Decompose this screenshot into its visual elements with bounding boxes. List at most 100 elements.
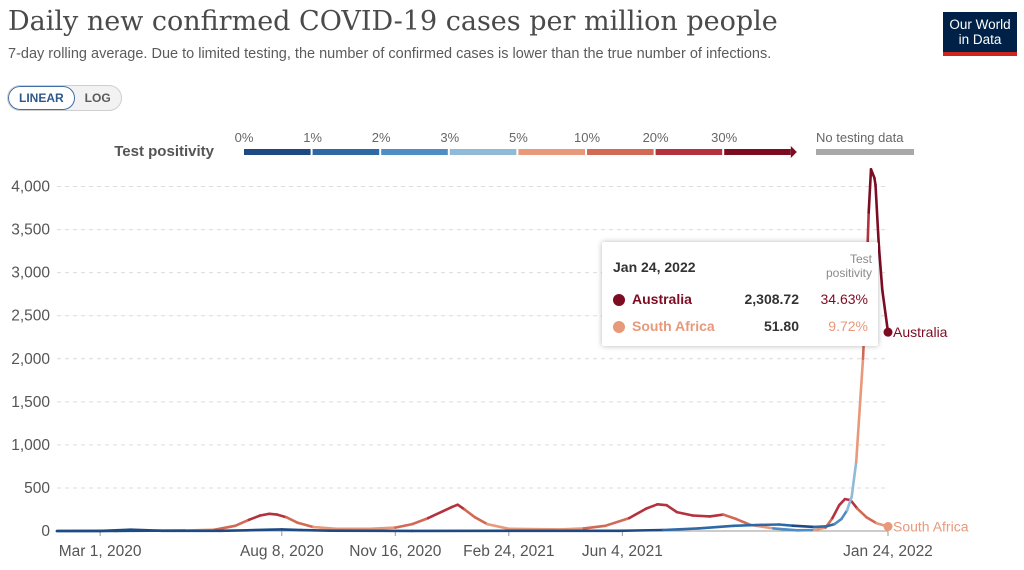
tooltip-header-line-2: positivity <box>825 266 872 280</box>
series-segment-south-africa-45 <box>849 498 859 510</box>
legend-label-4: 5% <box>509 130 528 145</box>
end-marker-australia[interactable] <box>883 327 893 337</box>
chart-subtitle: 7-day rolling average. Due to limited te… <box>8 46 772 62</box>
x-tick-label-3: Feb 24, 2021 <box>463 543 554 560</box>
series-segment-south-africa-36 <box>734 517 752 527</box>
y-tick-label-8: 4,000 <box>11 179 50 196</box>
legend-swatch-4[interactable] <box>518 149 585 155</box>
series-segment-south-africa-38 <box>771 527 799 532</box>
series-segment-south-africa-22 <box>473 515 489 526</box>
series-segment-australia-15 <box>732 523 758 528</box>
tooltip-positivity-south-africa: 9.72% <box>828 318 868 334</box>
legend-swatch-6[interactable] <box>655 149 723 155</box>
legend-swatch-3[interactable] <box>449 149 517 155</box>
series-segment-australia-2 <box>98 528 133 533</box>
series-segment-south-africa-30 <box>656 502 668 507</box>
end-label-australia[interactable]: Australia <box>893 324 948 340</box>
legend-swatch-2[interactable] <box>381 149 448 155</box>
legend-swatch-0[interactable] <box>244 149 311 155</box>
series-segment-australia-23 <box>845 495 854 512</box>
series-segment-south-africa-8 <box>267 512 279 516</box>
series-segment-south-africa-15 <box>393 522 414 529</box>
series-segment-south-africa-20 <box>456 503 466 511</box>
y-tick-label-0: 0 <box>41 523 50 540</box>
series-segment-australia-24 <box>850 460 858 498</box>
scale-toggle[interactable]: LINEAR LOG <box>7 85 122 111</box>
legend-arrow <box>790 146 797 158</box>
series-segment-south-africa-4 <box>213 524 237 532</box>
y-tick-label-3: 1,500 <box>11 394 50 411</box>
series-segment-australia-5 <box>219 528 248 533</box>
series-segment-south-africa-5 <box>233 518 251 528</box>
legend-label-0: 0% <box>235 130 254 145</box>
series-segment-south-africa-40 <box>812 526 827 532</box>
series-segment-australia-6 <box>245 528 271 532</box>
y-tick-label-6: 3,000 <box>11 265 50 282</box>
tooltip-name-australia: Australia <box>632 291 692 307</box>
series-segment-australia-18 <box>791 524 816 529</box>
hover-tooltip: Jan 24, 2022 Test positivity Australia 2… <box>602 242 878 346</box>
y-tick-label-2: 1,000 <box>11 437 50 454</box>
y-tick-label-5: 2,500 <box>11 308 50 325</box>
owid-logo[interactable]: Our World in Data <box>943 12 1017 56</box>
legend-label-7: 30% <box>711 130 737 145</box>
series-segment-south-africa-10 <box>284 515 300 525</box>
series-segment-australia-34 <box>880 288 890 334</box>
legend-label-2: 2% <box>372 130 391 145</box>
series-segment-south-africa-47 <box>865 515 878 525</box>
series-segment-south-africa-7 <box>258 512 271 517</box>
series-segment-australia-9 <box>299 528 332 533</box>
tooltip-value-south-africa: 51.80 <box>763 318 799 334</box>
tooltip-name-south-africa: South Africa <box>632 318 715 334</box>
x-tick-label-0: Mar 1, 2020 <box>59 543 142 560</box>
series-segment-australia-33 <box>877 245 884 292</box>
end-marker-south-africa[interactable] <box>883 522 893 532</box>
series-south-africa[interactable] <box>55 497 893 533</box>
logo-line-1: Our World <box>949 17 1011 32</box>
linear-scale-button[interactable]: LINEAR <box>8 86 75 110</box>
series-segment-australia-16 <box>754 523 781 527</box>
x-tick-label-2: Nov 16, 2020 <box>349 543 442 560</box>
tooltip-column-header: Test positivity <box>802 252 872 280</box>
legend-no-data-label: No testing data <box>816 130 904 145</box>
legend-label-1: 1% <box>303 130 322 145</box>
log-scale-button[interactable]: LOG <box>84 91 111 105</box>
series-segment-australia-25 <box>854 409 861 464</box>
legend-swatch-5[interactable] <box>587 149 654 155</box>
series-segment-south-africa-24 <box>507 527 562 531</box>
series-segment-south-africa-43 <box>837 497 847 507</box>
legend-title: Test positivity <box>114 143 214 160</box>
legend-swatch-7[interactable] <box>724 149 791 155</box>
series-segment-australia-21 <box>833 517 843 526</box>
y-tick-label-4: 2,000 <box>11 351 50 368</box>
series-segment-australia-3 <box>129 528 164 533</box>
test-positivity-legend[interactable]: Test positivity 0% 1% 2% 3% 5% 10% 20% 30% No tes… <box>114 130 914 160</box>
end-label-south-africa[interactable]: South Africa <box>893 519 969 535</box>
chart-end-labels: South Africa Australia <box>893 324 969 534</box>
series-segment-south-africa-46 <box>855 507 868 519</box>
tooltip-row-south-africa: South Africa 51.80 9.72% <box>613 317 873 337</box>
series-segment-south-africa-6 <box>247 514 262 522</box>
series-segment-south-africa-35 <box>722 513 738 521</box>
series-segment-south-africa-17 <box>426 509 445 520</box>
series-segment-south-africa-25 <box>558 527 586 531</box>
series-segment-australia-12 <box>617 528 665 533</box>
series-segment-australia-19 <box>812 524 829 529</box>
series-segment-south-africa-29 <box>644 502 659 510</box>
chart-grid <box>57 186 888 532</box>
series-segment-australia-26 <box>858 357 865 412</box>
legend-label-6: 20% <box>643 130 669 145</box>
series-segment-australia-29 <box>867 168 873 214</box>
legend-swatch-1[interactable] <box>312 149 380 155</box>
legend-no-data-swatch[interactable] <box>816 149 914 155</box>
tooltip-row-australia: Australia 2,308.72 34.63% <box>613 290 873 310</box>
series-segment-australia-22 <box>840 508 849 521</box>
legend-label-5: 10% <box>574 130 600 145</box>
series-segment-south-africa-26 <box>582 524 607 530</box>
series-segment-south-africa-21 <box>463 508 477 519</box>
series-australia[interactable] <box>55 168 893 533</box>
chart-series <box>55 168 893 533</box>
chart-axes: 0 500 1,000 1,500 2,000 2,500 3,000 3,500 4,000 M… <box>11 179 933 560</box>
tooltip-positivity-australia: 34.63% <box>820 291 868 307</box>
